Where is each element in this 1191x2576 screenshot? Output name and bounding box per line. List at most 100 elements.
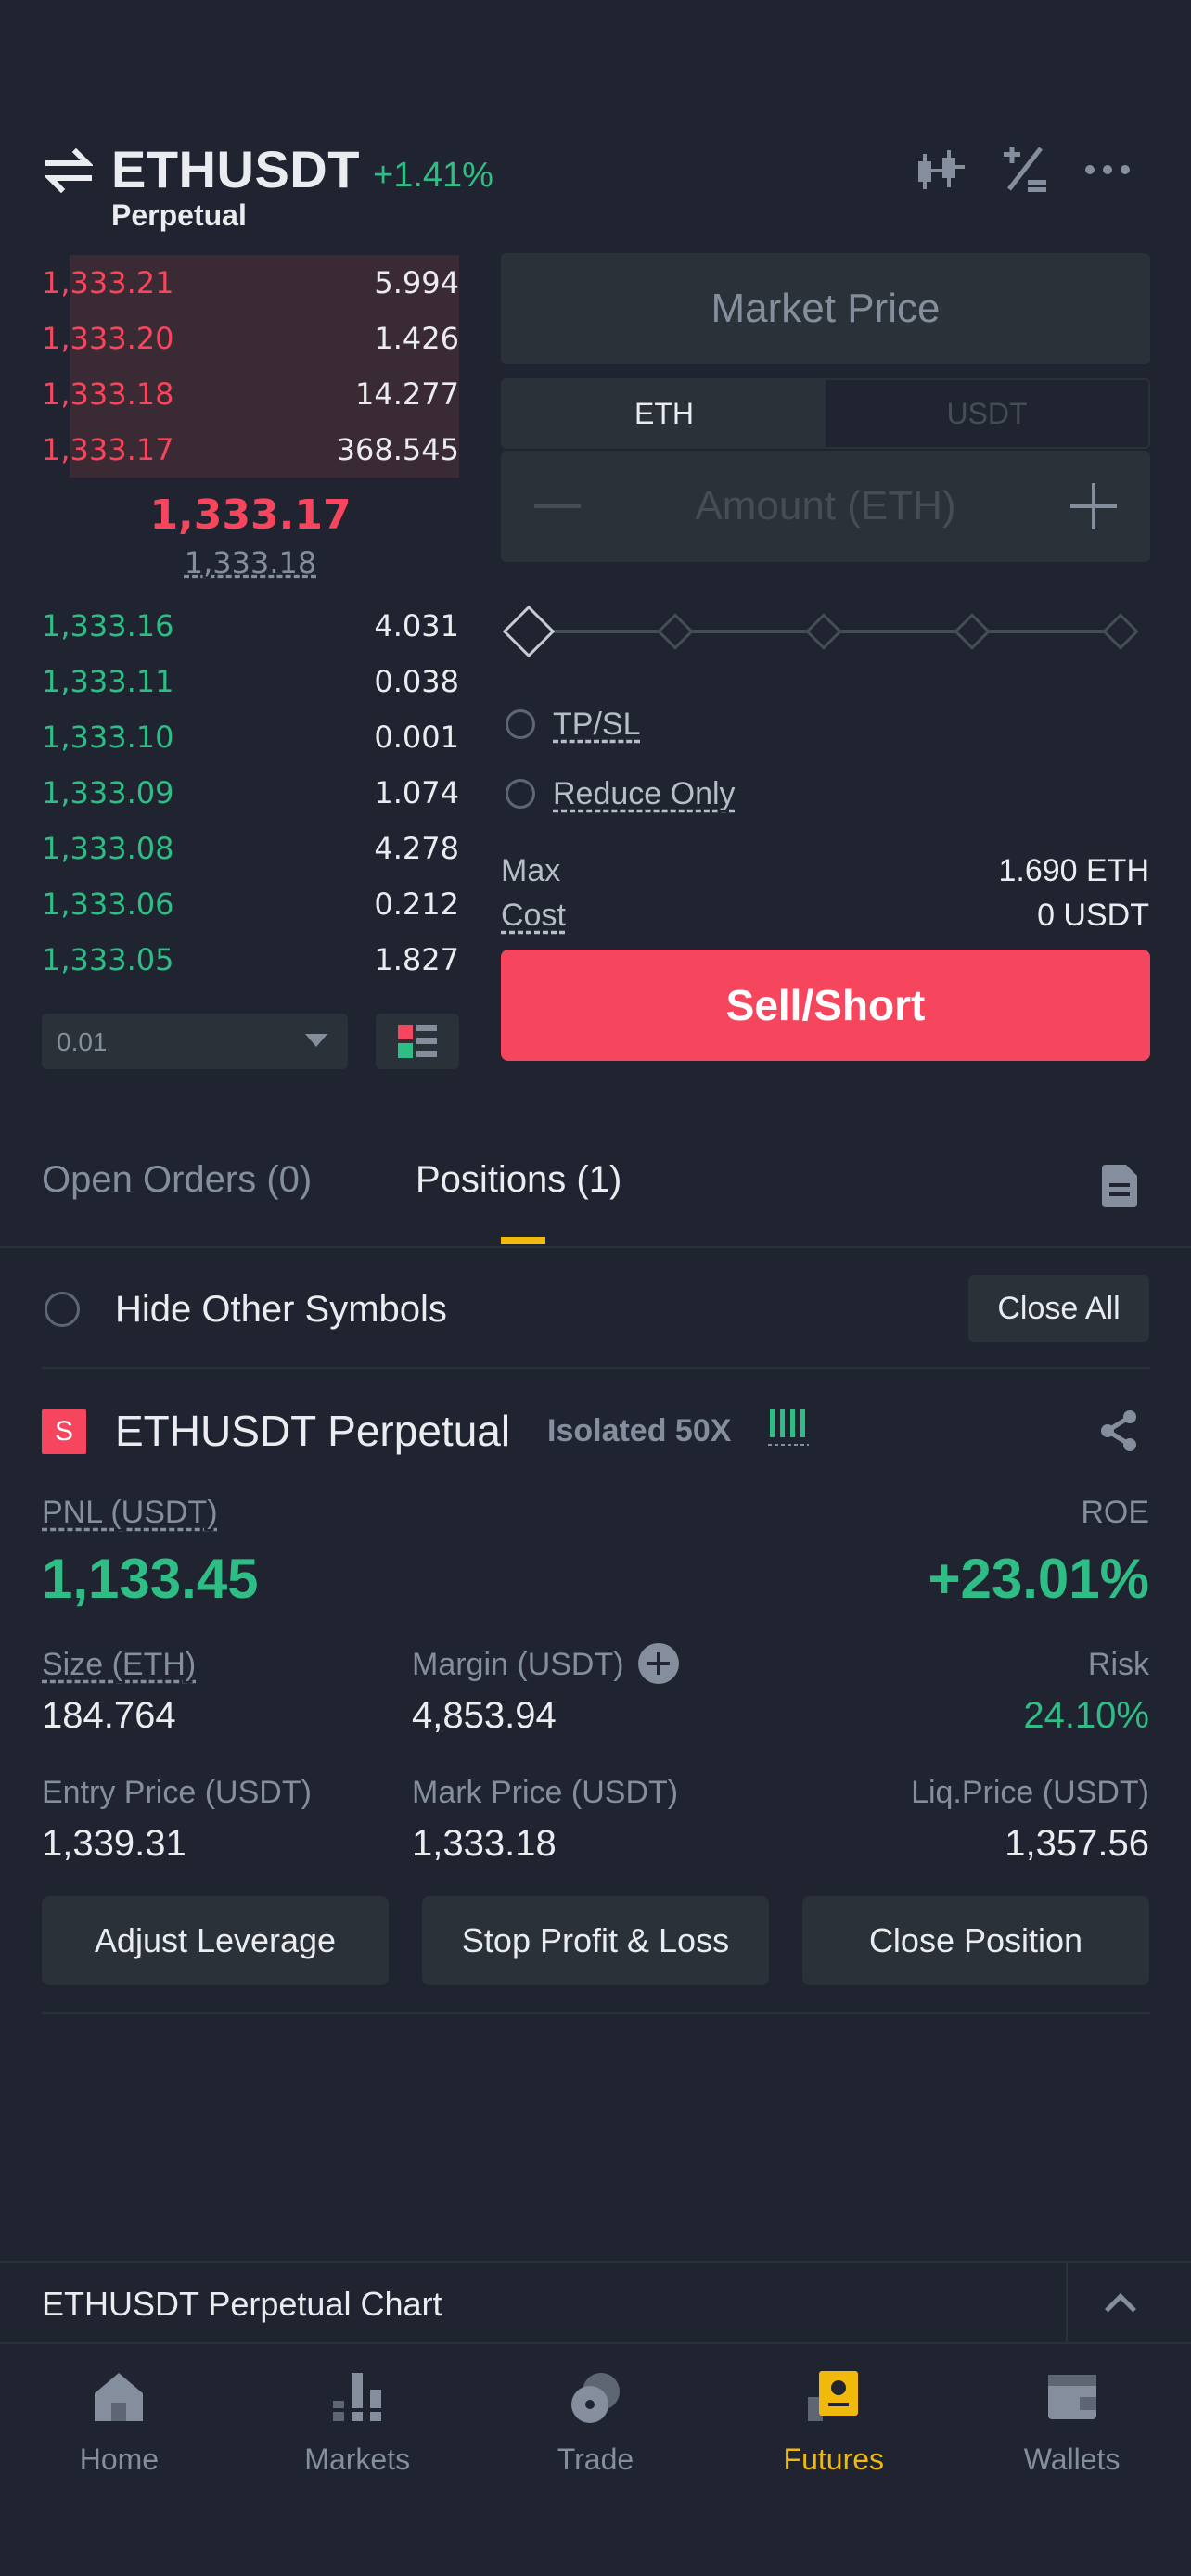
margin-label: Margin (USDT) <box>412 1647 624 1682</box>
last-price: 1,333.17 <box>149 491 352 539</box>
reduce-only-radio[interactable] <box>506 779 535 809</box>
side-badge: S <box>42 1409 86 1454</box>
max-value: 1.690 ETH <box>998 853 1149 888</box>
tab-open-orders[interactable]: Open Orders (0) <box>42 1159 313 1200</box>
nav-futures[interactable]: Futures <box>714 2346 953 2576</box>
chevron-up-icon[interactable] <box>1105 2293 1136 2325</box>
bid-row[interactable]: 1,333.09 1.074 <box>42 775 459 810</box>
bottom-nav: Home Markets Trade Futures <box>0 2346 1191 2576</box>
liq-price-label: Liq.Price (USDT) <box>911 1775 1149 1810</box>
margin-mode[interactable]: Isolated 50X <box>547 1413 732 1448</box>
slider-step[interactable] <box>954 613 991 650</box>
nav-wallets[interactable]: Wallets <box>953 2346 1191 2576</box>
roe-label: ROE <box>1081 1495 1149 1530</box>
risk-value: 24.10% <box>1023 1695 1149 1736</box>
max-label: Max <box>501 853 561 888</box>
ask-row[interactable]: 1,333.20 1.426 <box>42 321 459 356</box>
adjust-leverage-button[interactable]: Adjust Leverage <box>42 1896 389 1985</box>
pnl-value: 1,133.45 <box>42 1548 259 1610</box>
sell-short-button[interactable]: Sell/Short <box>501 950 1150 1061</box>
slider-step[interactable] <box>805 613 842 650</box>
stop-profit-loss-button[interactable]: Stop Profit & Loss <box>422 1896 769 1985</box>
nav-markets[interactable]: Markets <box>238 2346 477 2576</box>
chevron-down-icon <box>305 1034 327 1047</box>
candlestick-icon[interactable] <box>915 148 967 193</box>
entry-price-label: Entry Price (USDT) <box>42 1775 312 1810</box>
more-icon[interactable] <box>1083 163 1132 176</box>
contract-type: Perpetual <box>111 198 247 232</box>
book-layout-icon <box>398 1025 437 1058</box>
nav-label: Futures <box>783 2442 885 2476</box>
bid-row[interactable]: 1,333.11 0.038 <box>42 664 459 699</box>
add-margin-icon[interactable] <box>638 1643 679 1684</box>
cost-label: Cost <box>501 898 566 933</box>
trade-icon <box>570 2373 620 2423</box>
nav-trade[interactable]: Trade <box>477 2346 715 2576</box>
ask-row[interactable]: 1,333.21 5.994 <box>42 265 459 300</box>
amount-placeholder: Amount (ETH) <box>695 483 956 529</box>
ask-row[interactable]: 1,333.17 368.545 <box>42 432 459 467</box>
bid-row[interactable]: 1,333.06 0.212 <box>42 886 459 922</box>
book-layout-button[interactable] <box>376 1014 459 1069</box>
entry-price-value: 1,339.31 <box>42 1823 186 1864</box>
reduce-only-label[interactable]: Reduce Only <box>553 776 736 811</box>
nav-home[interactable]: Home <box>0 2346 238 2576</box>
symbol-title[interactable]: ETHUSDT <box>111 140 360 198</box>
slider-step[interactable] <box>657 613 694 650</box>
size-value: 184.764 <box>42 1695 176 1736</box>
mark-price-label: Mark Price (USDT) <box>412 1775 679 1810</box>
divider <box>42 2012 1150 2014</box>
depth-select[interactable]: 0.01 <box>42 1014 348 1069</box>
chart-bar-label[interactable]: ETHUSDT Perpetual Chart <box>42 2285 442 2323</box>
nav-label: Markets <box>304 2442 411 2476</box>
swap-icon[interactable] <box>45 148 93 193</box>
slider-step[interactable] <box>1102 613 1139 650</box>
bid-row[interactable]: 1,333.16 4.031 <box>42 608 459 644</box>
minus-icon[interactable] <box>534 504 581 508</box>
risk-label: Risk <box>1087 1647 1149 1682</box>
leverage-bars-icon[interactable] <box>768 1408 809 1448</box>
position-symbol[interactable]: ETHUSDT Perpetual <box>115 1407 511 1455</box>
roe-value: +23.01% <box>928 1548 1149 1610</box>
calculator-icon[interactable] <box>1002 145 1048 193</box>
markets-icon <box>333 2373 382 2421</box>
tpsl-radio[interactable] <box>506 709 535 739</box>
home-icon <box>95 2373 144 2421</box>
size-label: Size (ETH) <box>42 1647 197 1682</box>
tab-divider <box>0 1246 1191 1248</box>
pnl-label: PNL (USDT) <box>42 1495 218 1530</box>
margin-value: 4,853.94 <box>412 1695 557 1736</box>
divider <box>42 1367 1150 1369</box>
active-tab-indicator <box>501 1237 545 1244</box>
ask-row[interactable]: 1,333.18 14.277 <box>42 376 459 412</box>
close-position-button[interactable]: Close Position <box>802 1896 1149 1985</box>
tab-positions[interactable]: Positions (1) <box>416 1159 622 1200</box>
liq-price-value: 1,357.56 <box>1005 1823 1149 1864</box>
hide-other-symbols-radio[interactable] <box>45 1292 80 1327</box>
ask-depth-shade <box>70 255 459 478</box>
slider-handle[interactable] <box>502 605 556 658</box>
amount-input[interactable]: Amount (ETH) <box>501 451 1150 562</box>
plus-icon-vertical <box>1092 483 1095 529</box>
unit-tab-eth[interactable]: ETH <box>503 380 826 447</box>
bid-row[interactable]: 1,333.10 0.001 <box>42 720 459 755</box>
share-icon[interactable] <box>1098 1409 1141 1452</box>
bid-row[interactable]: 1,333.08 4.278 <box>42 831 459 866</box>
bid-row[interactable]: 1,333.05 1.827 <box>42 942 459 977</box>
price-type-field[interactable]: Market Price <box>501 253 1150 364</box>
close-all-button[interactable]: Close All <box>968 1275 1149 1342</box>
nav-label: Home <box>79 2442 160 2476</box>
unit-tabs: ETH USDT <box>501 378 1150 449</box>
hide-other-symbols-label[interactable]: Hide Other Symbols <box>115 1289 447 1330</box>
order-history-icon[interactable] <box>1102 1165 1137 1207</box>
divider <box>1066 2263 1068 2342</box>
chart-bar[interactable]: ETHUSDT Perpetual Chart <box>0 2261 1191 2344</box>
mark-price: 1,333.18 <box>184 545 317 580</box>
unit-tab-usdt[interactable]: USDT <box>946 396 1028 430</box>
futures-icon <box>807 2371 858 2421</box>
nav-label: Trade <box>557 2442 634 2476</box>
cost-value: 0 USDT <box>1037 898 1149 933</box>
tpsl-label[interactable]: TP/SL <box>553 707 641 742</box>
price-change: +1.41% <box>373 156 493 195</box>
depth-value: 0.01 <box>57 1027 108 1056</box>
